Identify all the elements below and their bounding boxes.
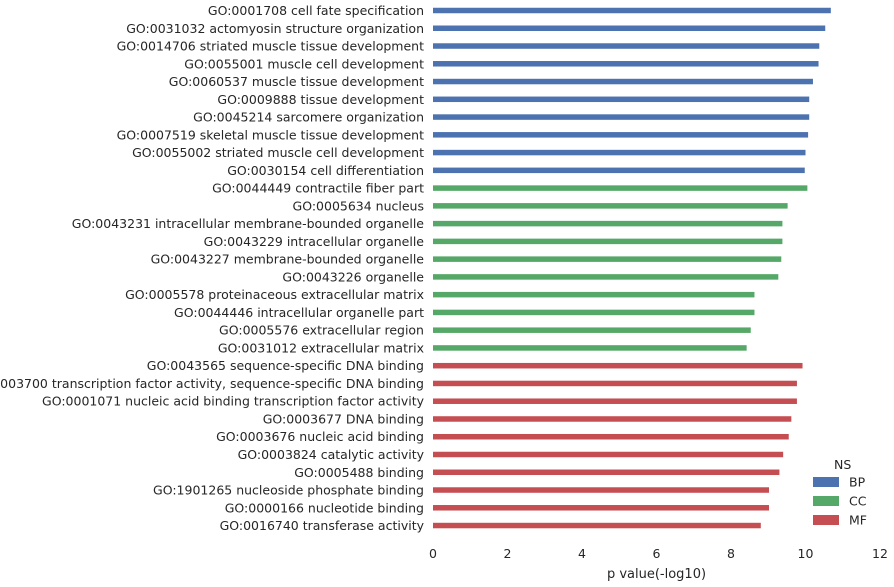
category-label: GO:0044449 contractile fiber part bbox=[212, 181, 424, 196]
bar-mf bbox=[433, 362, 803, 369]
category-label: GO:0003676 nucleic acid binding bbox=[216, 429, 424, 444]
category-label: GO:0016740 transferase activity bbox=[220, 518, 425, 533]
x-tick-label: 2 bbox=[504, 546, 512, 561]
category-label: GO:0030154 cell differentiation bbox=[227, 163, 424, 178]
category-label: GO:0005576 extracellular region bbox=[219, 323, 424, 338]
legend: NS BP CC MF bbox=[813, 457, 867, 528]
legend-label: MF bbox=[849, 513, 867, 528]
category-label: GO:0005578 proteinaceous extracellular m… bbox=[125, 287, 424, 302]
category-label: GO:0007519 skeletal muscle tissue develo… bbox=[117, 127, 424, 142]
legend-label: BP bbox=[849, 475, 866, 490]
bar-cc bbox=[433, 185, 808, 191]
x-axis-ticks: 0 2 4 6 8 10 12 bbox=[429, 546, 888, 561]
x-axis-title: p value(-log10) bbox=[607, 567, 706, 582]
bar-mf bbox=[433, 433, 789, 440]
category-label: GO:0043229 intracellular organelle bbox=[204, 234, 425, 249]
bar-bp bbox=[433, 78, 813, 85]
bar-bp bbox=[433, 96, 810, 103]
category-label: GO:0060537 muscle tissue development bbox=[169, 74, 424, 89]
category-label: GO:0055001 muscle cell development bbox=[184, 56, 424, 71]
x-tick-label: 8 bbox=[727, 546, 735, 561]
category-label: GO:0055002 striated muscle cell developm… bbox=[132, 145, 424, 160]
bar-bp bbox=[433, 43, 820, 49]
bar-cc bbox=[433, 291, 755, 298]
category-label: GO:0003700 transcription factor activity… bbox=[0, 376, 424, 391]
category-label: GO:0043226 organelle bbox=[282, 269, 424, 284]
bar-mf bbox=[433, 469, 780, 476]
bar-bp bbox=[433, 25, 826, 32]
bar-mf bbox=[433, 398, 797, 404]
x-tick-label: 4 bbox=[578, 546, 586, 561]
category-label: GO:0044446 intracellular organelle part bbox=[174, 305, 424, 320]
category-label: GO:0000166 nucleotide binding bbox=[225, 500, 424, 515]
category-label: GO:0043227 membrane-bounded organelle bbox=[151, 252, 425, 267]
category-label: GO:0005488 binding bbox=[294, 465, 424, 480]
x-tick-label: 10 bbox=[798, 546, 814, 561]
bar-mf bbox=[433, 487, 769, 493]
x-tick-label: 12 bbox=[872, 546, 888, 561]
category-label: GO:0001071 nucleic acid binding transcri… bbox=[42, 394, 425, 409]
bar-cc bbox=[433, 274, 779, 280]
category-label: GO:0009888 tissue development bbox=[217, 92, 424, 107]
bar-bp bbox=[433, 61, 819, 67]
category-labels: GO:0001708 cell fate specification GO:003… bbox=[0, 3, 425, 533]
legend-title: NS bbox=[834, 457, 851, 472]
bar-cc bbox=[433, 327, 751, 333]
bars bbox=[433, 7, 831, 529]
category-label: GO:0003824 catalytic activity bbox=[238, 447, 425, 462]
x-tick-label: 6 bbox=[653, 546, 661, 561]
category-label: GO:0031032 actomyosin structure organiza… bbox=[126, 21, 424, 36]
bar-mf bbox=[433, 380, 797, 387]
legend-swatch bbox=[813, 477, 839, 487]
bar-cc bbox=[433, 309, 755, 316]
category-label: GO:0043231 intracellular membrane-bounde… bbox=[72, 216, 425, 231]
bar-mf bbox=[433, 416, 792, 422]
bar-bp bbox=[433, 114, 810, 120]
bar-cc bbox=[433, 220, 783, 227]
category-label: GO:0001708 cell fate specification bbox=[208, 3, 424, 18]
bar-mf bbox=[433, 522, 761, 529]
bar-bp bbox=[433, 132, 809, 138]
bar-cc bbox=[433, 256, 782, 262]
bar-cc bbox=[433, 203, 788, 209]
category-label: GO:0031012 extracellular matrix bbox=[218, 340, 424, 355]
category-label: GO:0003677 DNA binding bbox=[263, 411, 424, 426]
x-tick-label: 0 bbox=[429, 546, 437, 561]
bar-cc bbox=[433, 238, 783, 245]
category-label: GO:0045214 sarcomere organization bbox=[193, 110, 424, 125]
legend-swatch bbox=[813, 515, 839, 525]
bar-mf bbox=[433, 451, 784, 458]
bar-bp bbox=[433, 149, 806, 156]
bar-bp bbox=[433, 7, 831, 14]
category-label: GO:1901265 nucleoside phosphate binding bbox=[153, 483, 424, 498]
legend-swatch bbox=[813, 496, 839, 506]
category-label: GO:0043565 sequence-specific DNA binding bbox=[147, 358, 424, 373]
legend-label: CC bbox=[849, 494, 867, 509]
bar-cc bbox=[433, 345, 747, 351]
category-label: GO:0014706 striated muscle tissue develo… bbox=[117, 39, 425, 54]
category-label: GO:0005634 nucleus bbox=[293, 198, 424, 213]
bar-bp bbox=[433, 167, 805, 174]
bar-mf bbox=[433, 505, 769, 511]
